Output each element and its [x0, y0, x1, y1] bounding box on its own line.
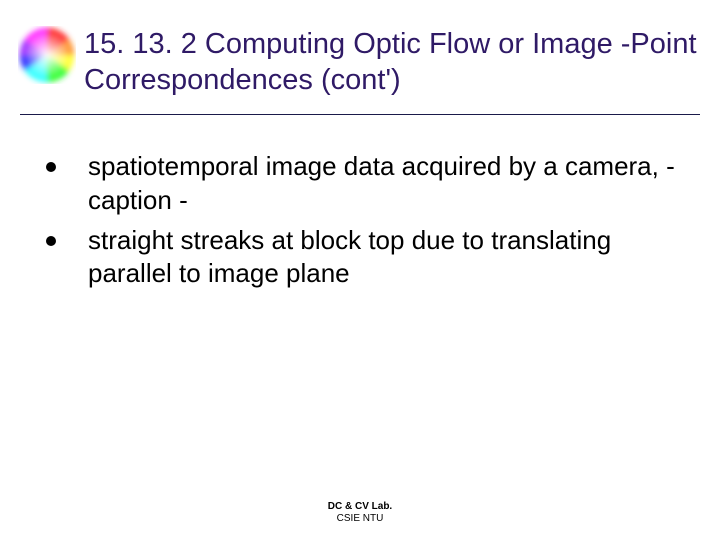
color-wheel-icon — [18, 26, 76, 84]
title-block: 15. 13. 2 Computing Optic Flow or Image … — [84, 26, 708, 99]
bullet-list: spatiotemporal image data acquired by a … — [40, 150, 690, 291]
list-item: spatiotemporal image data acquired by a … — [40, 150, 690, 218]
slide: 15. 13. 2 Computing Optic Flow or Image … — [0, 0, 720, 540]
footer-line2: CSIE NTU — [0, 513, 720, 525]
body-content: spatiotemporal image data acquired by a … — [40, 150, 690, 297]
footer: DC & CV Lab. CSIE NTU — [0, 501, 720, 524]
title-underline — [20, 114, 700, 115]
footer-line1: DC & CV Lab. — [0, 501, 720, 513]
slide-title: 15. 13. 2 Computing Optic Flow or Image … — [84, 26, 708, 99]
list-item: straight streaks at block top due to tra… — [40, 224, 690, 292]
bullet-text: spatiotemporal image data acquired by a … — [88, 151, 675, 215]
bullet-text: straight streaks at block top due to tra… — [88, 225, 611, 289]
